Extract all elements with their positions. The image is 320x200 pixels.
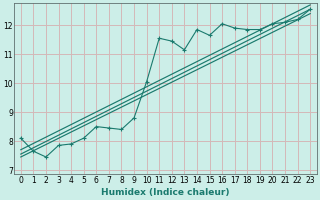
X-axis label: Humidex (Indice chaleur): Humidex (Indice chaleur): [101, 188, 230, 197]
